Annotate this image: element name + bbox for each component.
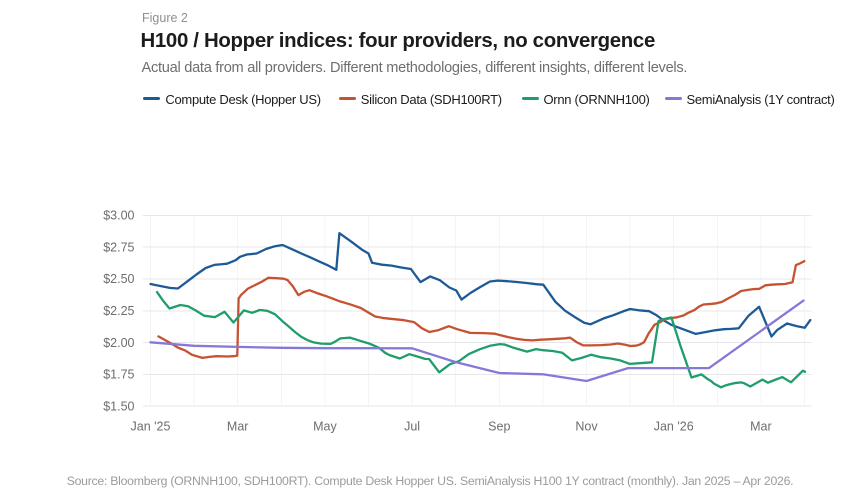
svg-text:$2.50: $2.50	[103, 272, 134, 286]
svg-text:Jan '25: Jan '25	[131, 420, 171, 434]
svg-text:Nov: Nov	[575, 420, 598, 434]
svg-text:Jan '26: Jan '26	[654, 420, 694, 434]
svg-text:$2.00: $2.00	[103, 336, 134, 350]
svg-text:$2.75: $2.75	[103, 240, 134, 254]
svg-text:$2.25: $2.25	[103, 304, 134, 318]
svg-text:$1.75: $1.75	[103, 368, 134, 382]
svg-text:Jul: Jul	[404, 420, 420, 434]
svg-text:Mar: Mar	[227, 420, 249, 434]
svg-text:$1.50: $1.50	[103, 400, 134, 414]
svg-text:Sep: Sep	[488, 420, 510, 434]
svg-text:Mar: Mar	[750, 420, 772, 434]
svg-text:$3.00: $3.00	[103, 209, 134, 223]
svg-text:May: May	[313, 420, 337, 434]
